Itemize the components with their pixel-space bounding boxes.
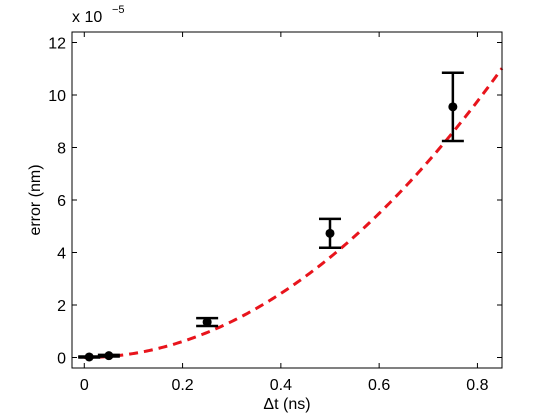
data-point-group bbox=[196, 316, 219, 328]
data-point bbox=[84, 352, 94, 362]
x-tick-label: 0.4 bbox=[270, 377, 292, 394]
x-tick-label: 0.2 bbox=[171, 377, 193, 394]
y-tick-label: 4 bbox=[57, 246, 66, 263]
y-tick-label: 0 bbox=[57, 351, 66, 368]
y-tick-label: 2 bbox=[57, 298, 66, 315]
y-tick-label: 12 bbox=[48, 36, 66, 53]
x-tick-label: 0 bbox=[80, 377, 89, 394]
data-points-layer bbox=[78, 71, 464, 362]
data-point bbox=[448, 102, 458, 112]
data-point bbox=[325, 228, 335, 238]
data-point-group bbox=[441, 71, 464, 143]
y-axis-label: error (nm) bbox=[27, 164, 44, 235]
y-multiplier-base: x 10 bbox=[72, 9, 102, 26]
x-tick-label: 0.8 bbox=[466, 377, 488, 394]
y-tick-label: 8 bbox=[57, 141, 66, 158]
data-point bbox=[104, 351, 114, 361]
data-point-group bbox=[319, 217, 341, 250]
x-axis-label: Δt (ns) bbox=[263, 396, 310, 413]
plot-area bbox=[72, 32, 502, 368]
y-tick-label: 6 bbox=[57, 193, 66, 210]
y-multiplier-exponent: −5 bbox=[112, 4, 125, 16]
x-tick-label: 0.6 bbox=[368, 377, 390, 394]
ticks-layer: 0 0.2 0.4 0.6 0.8 0 2 4 6 8 10 12 bbox=[48, 32, 502, 394]
data-point-group bbox=[97, 351, 120, 361]
data-point bbox=[202, 317, 212, 327]
data-point-group bbox=[78, 352, 101, 362]
y-tick-label: 10 bbox=[48, 88, 66, 105]
